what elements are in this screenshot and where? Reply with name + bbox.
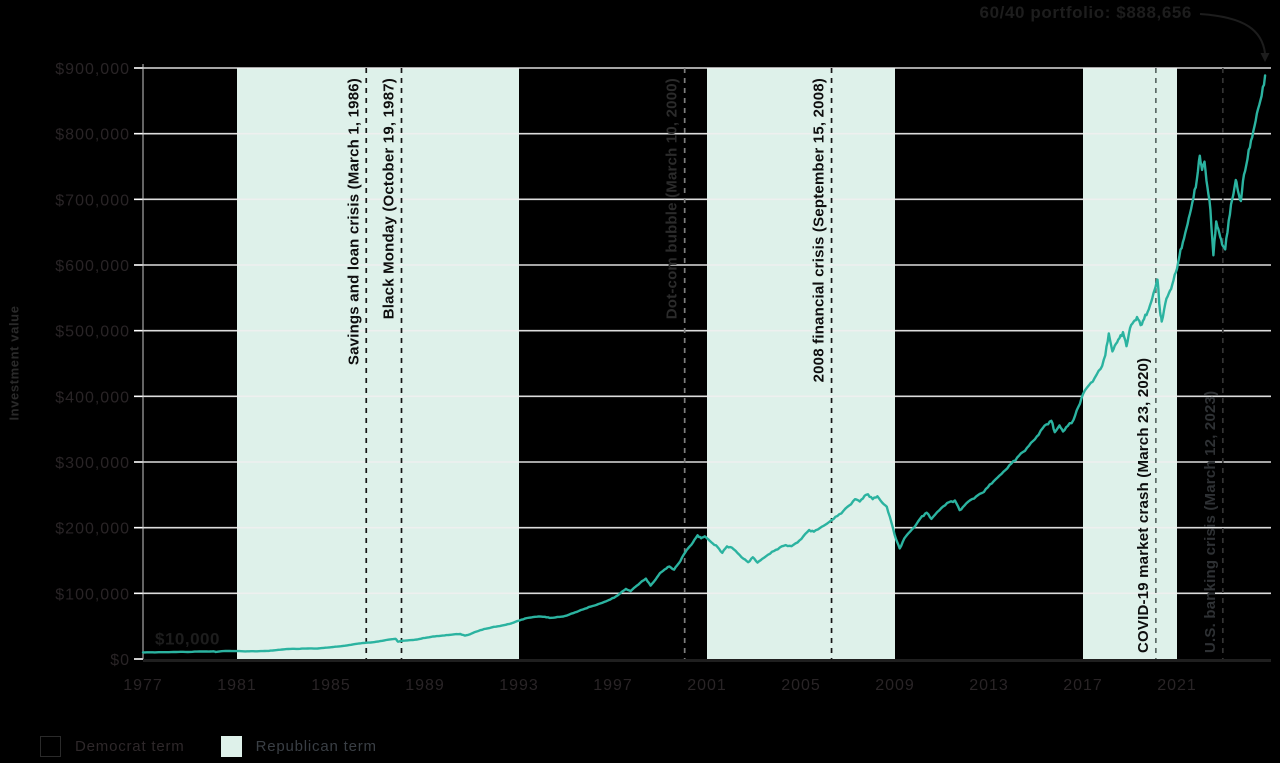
x-tick-label: 1977 — [123, 677, 163, 694]
x-tick-label: 1985 — [311, 677, 351, 694]
value-arrow — [1199, 13, 1266, 54]
y-tick-label: $800,000 — [55, 127, 130, 144]
x-tick-label: 1993 — [499, 677, 539, 694]
democrat-term-label: Democrat term — [75, 738, 185, 755]
event-label: Dot-com bubble (March 10, 2000) — [664, 78, 681, 319]
y-tick-label: $700,000 — [55, 192, 130, 209]
y-tick-label: $400,000 — [55, 389, 130, 406]
x-tick-label: 1981 — [217, 677, 257, 694]
republican-term-label: Republican term — [255, 738, 377, 755]
x-tick-label: 2017 — [1063, 677, 1103, 694]
republican-term-band — [237, 68, 519, 661]
x-tick-label: 1989 — [405, 677, 445, 694]
x-tick-label: 2001 — [687, 677, 727, 694]
x-tick-label: 2009 — [875, 677, 915, 694]
y-tick-label: $200,000 — [55, 521, 130, 538]
republican-term-band — [707, 68, 895, 661]
x-tick-label: 2013 — [969, 677, 1009, 694]
event-label: COVID-19 market crash (March 23, 2020) — [1135, 358, 1152, 653]
republican-term-band — [1083, 68, 1177, 661]
start-value-label: $10,000 — [155, 629, 220, 648]
x-tick-label: 2021 — [1157, 677, 1197, 694]
event-label: 2008 financial crisis (September 15, 200… — [811, 78, 828, 382]
y-tick-label: $900,000 — [55, 61, 130, 78]
y-tick-label: $600,000 — [55, 258, 130, 275]
y-tick-label: $0 — [110, 652, 130, 669]
event-label: Savings and loan crisis (March 1, 1986) — [345, 78, 362, 365]
republican-term-swatch — [220, 736, 242, 757]
x-tick-label: 1997 — [593, 677, 633, 694]
event-label: Black Monday (October 19, 1987) — [381, 78, 398, 319]
democrat-term-swatch — [40, 736, 61, 757]
portfolio-value-label: 60/40 portfolio: $888,656 — [979, 3, 1192, 22]
y-tick-label: $100,000 — [55, 586, 130, 603]
y-tick-label: $300,000 — [55, 455, 130, 472]
chart-legend: Democrat term Republican term — [40, 736, 377, 757]
event-label: U.S. banking crisis (March 12, 2023) — [1202, 391, 1219, 653]
legend-item-democrat: Democrat term — [40, 736, 185, 757]
legend-item-republican: Republican term — [220, 736, 377, 757]
portfolio-line — [141, 74, 1267, 654]
x-tick-label: 2005 — [781, 677, 821, 694]
value-arrow-head — [1260, 53, 1270, 62]
y-tick-label: $500,000 — [55, 324, 130, 341]
